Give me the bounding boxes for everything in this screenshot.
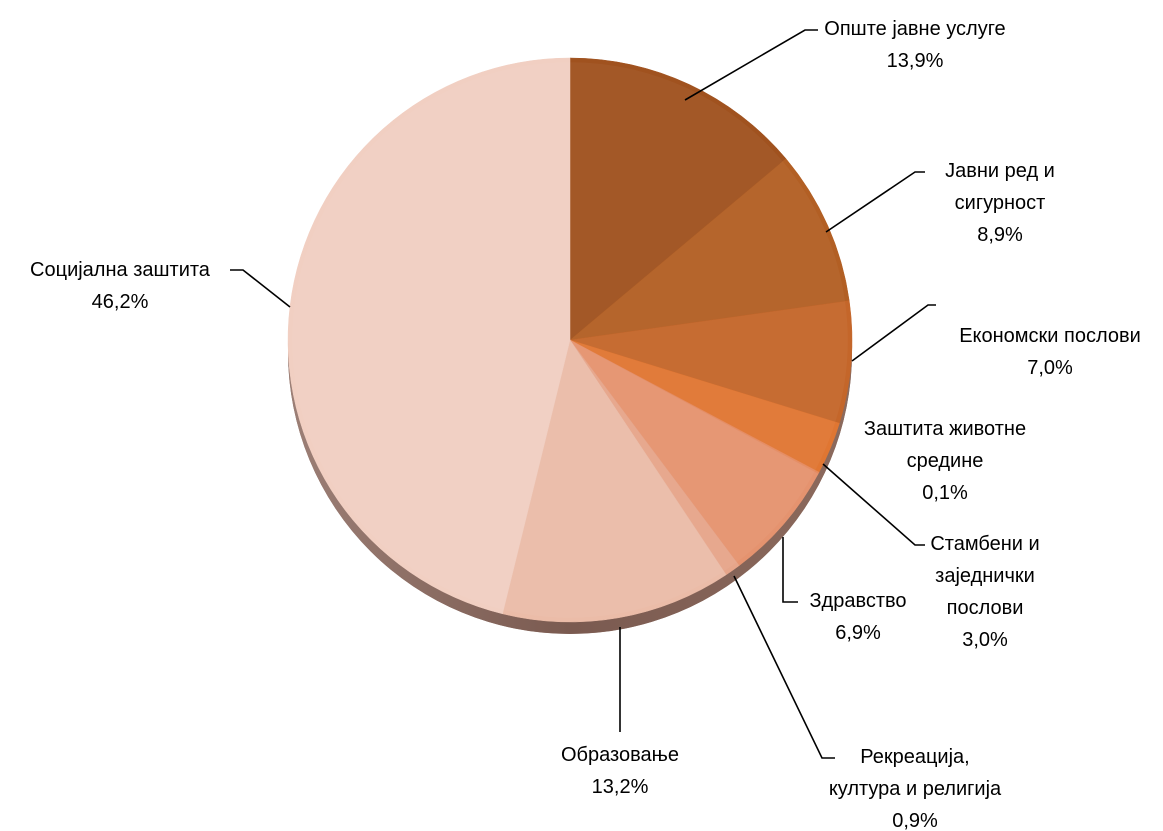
slice-value-label: 13,2% [592, 776, 649, 798]
slice-value-label: 0,1% [922, 482, 968, 504]
slice-category-label: сигурност [955, 192, 1046, 214]
slice-label: Стамбени и заједнички послови 3,0% [930, 533, 1039, 651]
slice-category-label: Опште јавне услуге [824, 18, 1005, 40]
leader-line [733, 575, 835, 759]
pie-slices [287, 57, 853, 623]
slice-value-label: 7,0% [1027, 357, 1073, 379]
slice-category-label: Социјална заштита [30, 259, 211, 281]
slice-label: Економски послови 7,0% [959, 325, 1141, 379]
pie-slice-highlight [570, 340, 815, 563]
leader-line [684, 29, 818, 101]
leader-line [825, 171, 925, 233]
slice-category-label: Јавни ред и [945, 160, 1055, 182]
slice-label: Заштита животне средине 0,1% [864, 418, 1026, 504]
leader-line [851, 304, 936, 362]
leader-line [782, 537, 798, 603]
slice-category-label: Економски послови [959, 325, 1141, 347]
slice-label: Опште јавне услуге 13,9% [824, 18, 1005, 72]
slice-category-label: Заштита животне [864, 418, 1026, 440]
slice-category-label: заједнички [935, 565, 1035, 587]
slice-value-label: 46,2% [92, 291, 149, 313]
slice-category-label: Стамбени и [930, 533, 1039, 555]
slice-label: Здравство 6,9% [809, 590, 906, 644]
pie-slice [502, 339, 727, 623]
pie-slice-highlight [570, 161, 846, 340]
pie-slice-highlight [570, 301, 848, 423]
slice-category-label: Здравство [809, 590, 906, 612]
leader-lines [230, 29, 936, 759]
slice-label: Јавни ред и сигурност 8,9% [945, 160, 1055, 246]
pie-slice-highlight [292, 62, 570, 610]
pie-slice [569, 300, 853, 424]
leader-line [230, 269, 291, 308]
slice-labels: Опште јавне услуге 13,9% Јавни ред и сигурн… [30, 18, 1141, 831]
slice-value-label: 6,9% [835, 622, 881, 644]
slice-label: Социјална заштита 46,2% [30, 259, 211, 313]
slice-category-label: послови [947, 597, 1024, 619]
slice-category-label: култура и религија [829, 778, 1002, 800]
slice-value-label: 3,0% [962, 629, 1008, 651]
slice-value-label: 8,9% [977, 224, 1023, 246]
slice-value-label: 13,9% [887, 50, 944, 72]
slice-label: Образовање 13,2% [561, 744, 679, 798]
pie-slice-highlight [570, 340, 737, 572]
pie-slice-highlight [503, 340, 724, 618]
pie-slice [569, 158, 850, 341]
pie-slice [287, 57, 571, 615]
slice-category-label: средине [907, 450, 984, 472]
slice-label: Рекреација, култура и религија 0,9% [829, 746, 1002, 831]
pie-slice-highlight [570, 340, 836, 471]
pie-slice [569, 339, 819, 566]
pie-slice [569, 57, 787, 341]
slice-category-label: Рекреација, [860, 746, 969, 768]
leader-line [822, 463, 925, 546]
slice-category-label: Образовање [561, 744, 679, 766]
slice-value-label: 0,9% [892, 810, 938, 831]
pie-slice-highlight [570, 62, 783, 340]
